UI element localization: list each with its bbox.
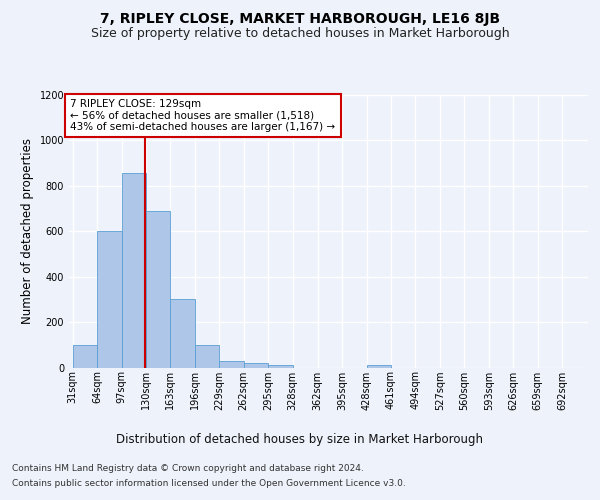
Y-axis label: Number of detached properties: Number of detached properties: [21, 138, 34, 324]
Bar: [122, 174, 146, 368]
Bar: [219, 360, 244, 368]
Bar: [170, 300, 195, 368]
Text: 7, RIPLEY CLOSE, MARKET HARBOROUGH, LE16 8JB: 7, RIPLEY CLOSE, MARKET HARBOROUGH, LE16…: [100, 12, 500, 26]
Text: Contains HM Land Registry data © Crown copyright and database right 2024.: Contains HM Land Registry data © Crown c…: [12, 464, 364, 473]
Text: Contains public sector information licensed under the Open Government Licence v3: Contains public sector information licen…: [12, 479, 406, 488]
Bar: [97, 231, 122, 368]
Bar: [244, 363, 268, 368]
Bar: [146, 211, 170, 368]
Bar: [195, 345, 219, 368]
Bar: [268, 365, 293, 368]
Text: Size of property relative to detached houses in Market Harborough: Size of property relative to detached ho…: [91, 28, 509, 40]
Text: Distribution of detached houses by size in Market Harborough: Distribution of detached houses by size …: [116, 432, 484, 446]
Bar: [73, 345, 97, 368]
Text: 7 RIPLEY CLOSE: 129sqm
← 56% of detached houses are smaller (1,518)
43% of semi-: 7 RIPLEY CLOSE: 129sqm ← 56% of detached…: [70, 99, 335, 132]
Bar: [367, 365, 391, 368]
